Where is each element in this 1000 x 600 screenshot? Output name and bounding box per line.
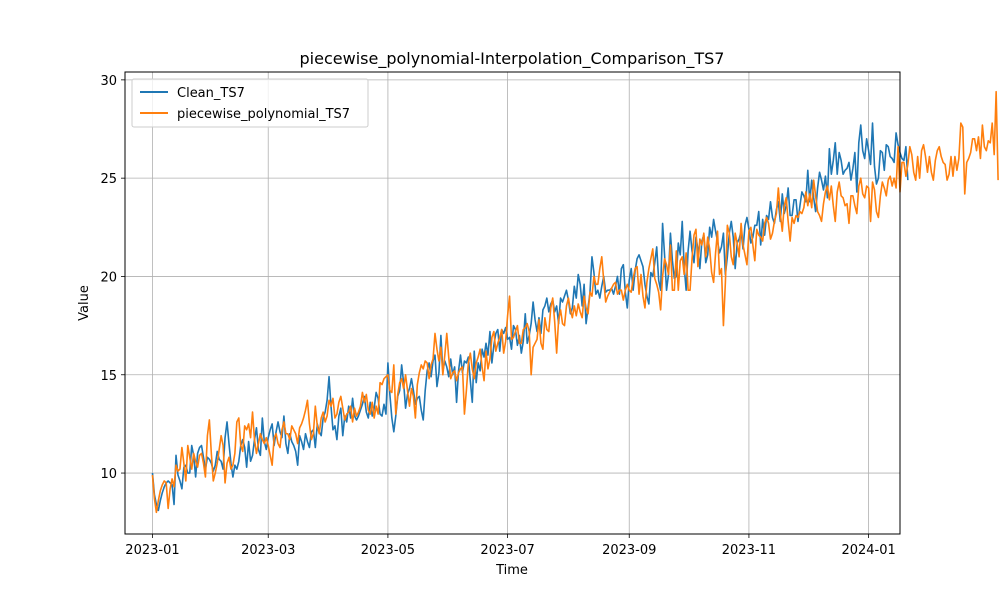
legend-box — [131, 78, 369, 128]
x-axis-ticks: 2023-01 2023-03 2023-05 2023-07 2023-09 2023-… — [125, 534, 896, 558]
y-tick-label: 25 — [100, 172, 117, 187]
x-tick-label: 2023-05 — [361, 543, 415, 558]
x-tick-label: 2023-11 — [722, 543, 776, 558]
chart-title: piecewise_polynomial-Interpolation_Compa… — [300, 49, 725, 69]
y-tick-label: 15 — [100, 369, 117, 384]
y-tick-label: 20 — [100, 270, 117, 285]
series-line-interpolated — [151, 90, 999, 514]
legend-label-clean: Clean_TS7 — [177, 86, 245, 101]
series-lines — [151, 90, 999, 514]
y-tick-label: 30 — [100, 74, 117, 89]
x-tick-label: 2023-03 — [241, 543, 295, 558]
x-tick-label: 2024-01 — [841, 543, 895, 558]
grid-lines — [125, 72, 900, 534]
legend: Clean_TS7 piecewise_polynomial_TS7 — [131, 78, 369, 128]
x-axis-label: Time — [495, 563, 528, 578]
x-tick-label: 2023-09 — [602, 543, 656, 558]
plot-frame — [124, 71, 901, 535]
y-tick-label: 10 — [100, 467, 117, 482]
y-axis-label: Value — [77, 285, 92, 321]
legend-label-interpolated: piecewise_polynomial_TS7 — [177, 107, 350, 122]
series-line-clean — [151, 122, 909, 512]
y-axis-ticks: 10 15 20 25 30 — [100, 74, 125, 482]
x-tick-label: 2023-01 — [125, 543, 179, 558]
x-tick-label: 2023-07 — [480, 543, 534, 558]
